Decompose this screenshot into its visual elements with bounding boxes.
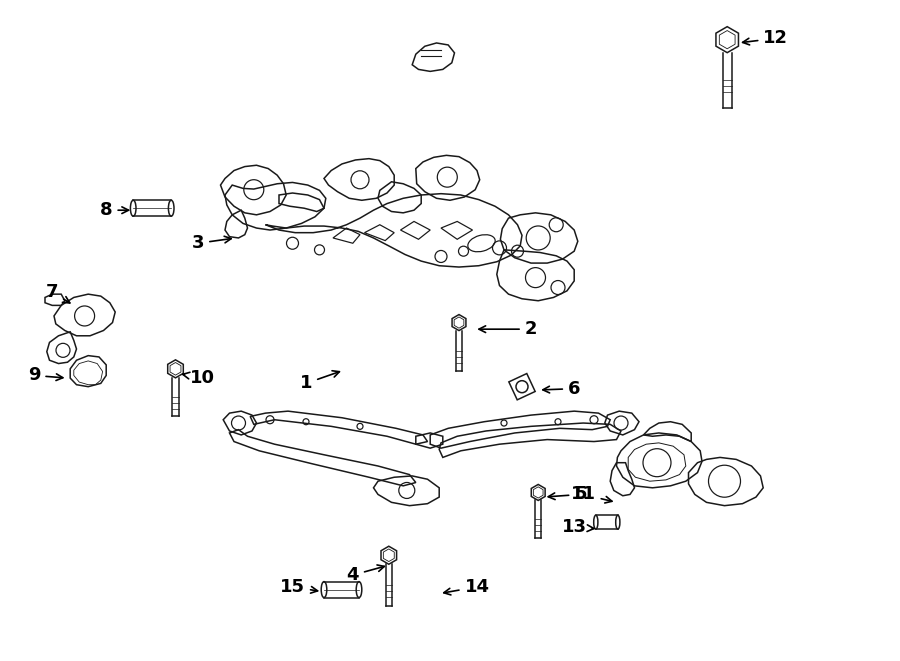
Text: 11: 11	[571, 485, 612, 504]
Text: 14: 14	[444, 578, 490, 596]
Text: 3: 3	[192, 234, 231, 253]
Text: 6: 6	[543, 379, 580, 398]
Text: 15: 15	[280, 578, 318, 596]
Text: 5: 5	[548, 485, 587, 504]
Text: 2: 2	[479, 320, 537, 338]
Text: 10: 10	[183, 369, 215, 387]
Text: 13: 13	[562, 518, 594, 537]
Text: 9: 9	[28, 366, 63, 385]
Text: 7: 7	[46, 283, 70, 303]
Text: 1: 1	[300, 371, 339, 393]
Text: 12: 12	[742, 29, 788, 48]
Text: 8: 8	[100, 201, 129, 219]
Text: 4: 4	[346, 565, 384, 584]
